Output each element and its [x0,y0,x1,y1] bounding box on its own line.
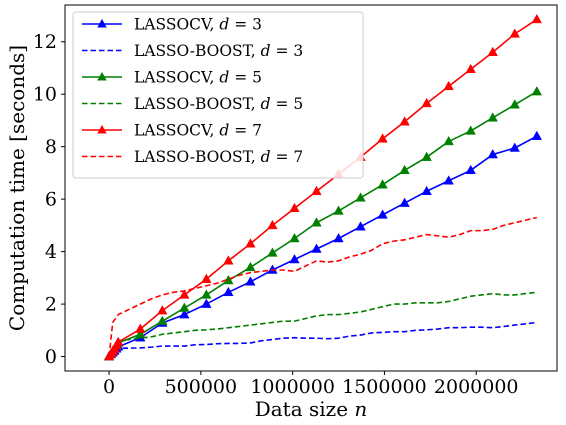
y-tick-label: 10 [33,84,57,106]
data-point-lassocv-d-7 [465,63,476,74]
data-point-lassocv-d-7 [223,255,234,265]
data-point-lassocv-d-7 [421,97,432,108]
data-point-lassocv-d-3 [487,149,498,159]
data-point-lassocv-d-7 [311,185,322,196]
data-point-lassocv-d-3 [377,209,388,219]
legend-marker-swatch [97,19,107,28]
data-point-lassocv-d-5 [135,328,146,339]
x-axis-title: Data size n [255,397,368,421]
data-point-lassocv-d-3 [355,221,366,231]
data-point-lassocv-d-7 [399,116,410,126]
data-point-lassocv-d-7 [267,219,278,230]
series-line-lasso-boost-d-7 [108,216,537,357]
data-point-lassocv-d-3 [333,232,344,243]
data-point-lassocv-d-5 [443,135,454,146]
data-point-lassocv-d-3 [443,175,454,185]
data-point-lassocv-d-5 [355,192,366,202]
data-point-lassocv-d-3 [531,130,542,140]
data-point-lassocv-d-5 [333,205,344,215]
data-point-lassocv-d-5 [289,232,300,243]
y-tick-label: 6 [45,189,57,211]
data-point-lassocv-d-5 [311,217,322,227]
data-point-lassocv-d-3 [179,309,190,319]
data-point-lassocv-d-5 [531,86,542,96]
legend-marker-swatch [97,72,107,81]
legend-label: LASSOCV, d = 7 [134,122,262,140]
data-point-lassocv-d-5 [487,112,498,122]
data-point-lassocv-d-3 [289,253,300,264]
axes-frame [64,4,558,372]
y-tick-label: 8 [45,136,57,158]
data-point-lassocv-d-7 [487,46,498,56]
data-point-lassocv-d-7 [157,305,168,315]
y-tick-label: 2 [45,294,57,316]
data-point-lassocv-d-7 [135,323,146,333]
data-point-lassocv-d-7 [443,80,454,91]
x-tick-label: 1000000 [250,376,335,398]
x-tick-label: 2000000 [434,376,519,398]
legend-label: LASSO-BOOST, d = 5 [134,95,303,113]
data-point-lassocv-d-7 [377,133,388,143]
data-point-lassocv-d-7 [201,273,212,283]
legend-label: LASSOCV, d = 3 [134,16,262,34]
data-point-lassocv-d-7 [245,238,256,248]
legend-box [72,11,364,179]
legend-item: LASSO-BOOST, d = 7 [82,148,303,166]
axis-ticks: 0 500000 1000000 1500000 2000000 0 2 4 6 8 10 12 [33,31,519,398]
data-point-lassocv-d-5 [245,261,256,272]
data-point-lassocv-d-3 [245,276,256,286]
data-point-lassocv-d-7 [509,28,520,38]
data-point-lassocv-d-3 [509,142,520,152]
legend-item: LASSOCV, d = 7 [82,122,262,140]
legend-item: LASSOCV, d = 5 [82,69,262,87]
data-point-lassocv-d-5 [509,99,520,109]
data-point-lassocv-d-3 [201,298,212,308]
y-tick-label: 12 [33,31,57,53]
legend-item: LASSO-BOOST, d = 3 [82,42,303,60]
legend-label: LASSO-BOOST, d = 3 [134,42,303,60]
x-tick-label: 500000 [165,376,238,398]
data-point-lassocv-d-3 [465,164,476,175]
data-point-lassocv-d-3 [311,243,322,253]
data-point-lassocv-d-7 [289,202,300,213]
series-line-lasso-boost-d-3 [108,321,537,358]
data-point-lassocv-d-7 [179,289,190,299]
data-point-lassocv-d-5 [465,125,476,135]
legend-item: LASSO-BOOST, d = 5 [82,95,303,113]
x-tick-label: 0 [103,376,115,398]
data-point-lassocv-d-5 [421,151,432,161]
data-point-lassocv-d-3 [223,286,234,297]
data-point-lassocv-d-5 [157,315,168,325]
legend-label: LASSO-BOOST, d = 7 [134,148,303,166]
data-point-lassocv-d-5 [201,289,212,299]
y-tick-label: 0 [45,346,57,368]
legend-item: LASSOCV, d = 3 [82,16,262,34]
y-axis-title: Computation time [seconds] [5,45,29,331]
data-point-lassocv-d-7 [531,13,542,24]
legend: LASSOCV, d = 3 LASSO-BOOST, d = 3 LASSOCV,… [72,11,364,179]
series-line-lasso-boost-d-5 [108,291,537,357]
y-tick-label: 4 [45,241,57,263]
data-point-lassocv-d-5 [267,247,278,257]
x-tick-label: 1500000 [342,376,427,398]
data-point-lassocv-d-5 [399,164,410,175]
data-point-lassocv-d-3 [399,197,410,207]
data-point-lassocv-d-7 [113,336,124,346]
data-point-lassocv-d-5 [179,302,190,312]
legend-label: LASSOCV, d = 5 [134,69,262,87]
data-point-lassocv-d-3 [421,185,432,196]
legend-marker-swatch [97,125,107,134]
data-point-lassocv-d-5 [377,179,388,189]
